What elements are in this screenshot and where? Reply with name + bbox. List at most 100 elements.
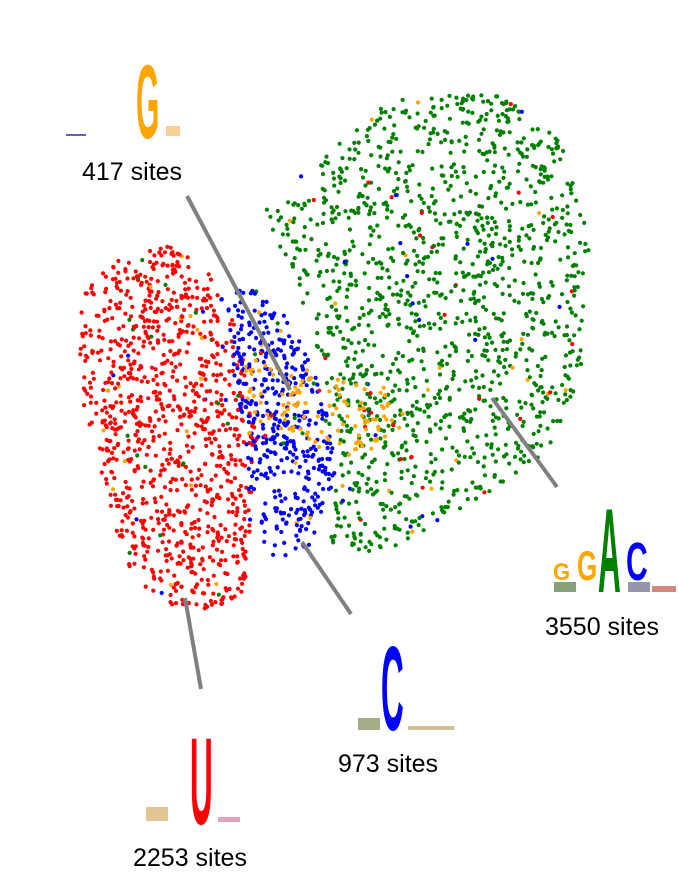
scatter-point-ggac	[547, 130, 552, 135]
scatter-point-g	[410, 529, 415, 534]
scatter-point-ggac	[507, 228, 512, 233]
scatter-point-g	[354, 446, 359, 452]
scatter-point-ggac	[568, 394, 573, 399]
scatter-point-u	[205, 530, 210, 535]
scatter-point-u	[190, 294, 195, 300]
scatter-point-ggac	[290, 262, 296, 267]
scatter-point-u	[222, 408, 227, 413]
scatter-point-c	[265, 386, 270, 391]
scatter-point-c	[320, 456, 325, 462]
scatter-point-u	[122, 349, 127, 354]
scatter-point-ggac	[305, 291, 310, 296]
scatter-point-g	[247, 430, 252, 436]
scatter-point-ggac	[403, 108, 409, 113]
scatter-point-ggac	[369, 437, 374, 442]
scatter-point-u	[151, 377, 156, 382]
scatter-point-ggac	[411, 428, 416, 433]
scatter-point-c	[254, 402, 259, 407]
scatter-point-ggac	[520, 341, 525, 346]
scatter-point-u	[165, 263, 170, 268]
scatter-point-u	[94, 400, 99, 405]
scatter-point-ggac	[527, 309, 532, 314]
scatter-point-u	[235, 509, 240, 514]
scatter-point-u	[243, 509, 248, 515]
scatter-point-ggac	[522, 453, 527, 458]
scatter-point-ggac	[325, 296, 330, 302]
scatter-point-u	[214, 340, 219, 345]
scatter-point-ggac	[470, 110, 475, 115]
scatter-point-ggac	[433, 422, 438, 427]
scatter-point-u	[133, 551, 138, 556]
scatter-point-ggac	[341, 451, 346, 456]
scatter-point-c	[261, 426, 266, 431]
scatter-point-ggac	[455, 316, 460, 321]
scatter-point-u	[84, 291, 89, 296]
scatter-point-c	[300, 449, 306, 454]
scatter-point-g	[251, 393, 256, 399]
scatter-point-c	[200, 309, 206, 314]
scatter-point-u	[167, 302, 172, 307]
scatter-point-u	[100, 271, 106, 276]
scatter-point-g	[258, 391, 264, 396]
scatter-point-ggac	[421, 393, 426, 398]
scatter-point-u	[123, 311, 128, 316]
scatter-point-ggac	[428, 326, 433, 331]
scatter-point-ggac	[349, 341, 354, 346]
scatter-point-ggac	[324, 380, 329, 386]
scatter-point-c	[326, 486, 331, 492]
scatter-point-ggac	[439, 486, 444, 491]
scatter-point-ggac	[451, 162, 457, 167]
scatter-point-c	[340, 498, 345, 503]
scatter-point-ggac	[372, 396, 378, 401]
scatter-point-u	[186, 503, 191, 508]
scatter-point-g	[362, 421, 367, 426]
scatter-point-ggac	[396, 160, 401, 165]
scatter-point-ggac	[477, 385, 482, 390]
scatter-point-ggac	[377, 293, 383, 298]
scatter-point-ggac	[127, 317, 132, 322]
scatter-point-u	[158, 246, 163, 251]
scatter-point-u	[152, 253, 157, 258]
scatter-point-ggac	[449, 289, 454, 294]
scatter-point-u	[113, 339, 118, 344]
scatter-point-ggac	[482, 335, 487, 340]
scatter-point-ggac	[369, 487, 374, 492]
scatter-point-ggac	[377, 544, 382, 549]
scatter-point-u	[196, 533, 201, 538]
scatter-point-u	[206, 272, 211, 277]
scatter-point-g	[253, 358, 258, 363]
scatter-point-ggac	[387, 166, 392, 171]
scatter-point-ggac	[476, 332, 481, 337]
scatter-point-c	[273, 495, 278, 500]
scatter-point-u	[167, 510, 172, 515]
scatter-point-u	[153, 500, 158, 505]
scatter-point-u	[112, 446, 117, 451]
scatter-point-ggac	[314, 258, 319, 263]
scatter-point-ggac	[367, 548, 372, 554]
scatter-point-ggac	[483, 307, 489, 312]
scatter-point-u	[232, 433, 237, 438]
scatter-point-u	[550, 214, 555, 220]
scatter-point-u	[202, 397, 207, 402]
scatter-point-ggac	[409, 481, 414, 486]
scatter-point-ggac	[365, 489, 370, 494]
scatter-point-c	[293, 491, 298, 496]
scatter-point-u	[233, 496, 238, 501]
scatter-point-ggac	[339, 462, 344, 467]
scatter-point-ggac	[463, 134, 468, 139]
scatter-point-u	[162, 250, 167, 255]
scatter-point-u	[205, 286, 210, 291]
scatter-point-c	[311, 444, 316, 449]
scatter-point-u	[212, 436, 217, 441]
scatter-point-c	[219, 297, 224, 302]
scatter-point-ggac	[530, 393, 535, 398]
scatter-point-ggac	[492, 425, 497, 430]
scatter-point-u	[211, 573, 216, 578]
scatter-point-u	[127, 510, 132, 515]
scatter-point-ggac	[491, 311, 496, 316]
scatter-point-g	[195, 327, 200, 333]
scatter-point-ggac	[509, 247, 515, 252]
scatter-point-ggac	[558, 257, 563, 262]
scatter-point-ggac	[404, 184, 410, 189]
scatter-point-ggac	[427, 209, 432, 214]
